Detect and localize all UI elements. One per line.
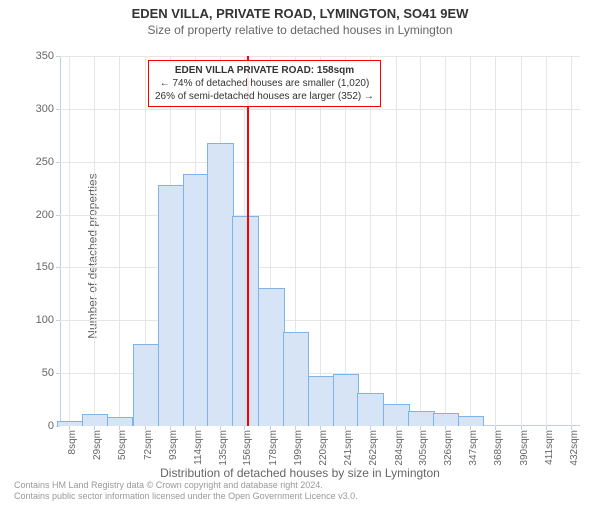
grid-line-v xyxy=(94,56,95,426)
annotation-line1: EDEN VILLA PRIVATE ROAD: 158sqm xyxy=(155,64,374,77)
chart-title: EDEN VILLA, PRIVATE ROAD, LYMINGTON, SO4… xyxy=(0,6,600,21)
histogram-bar xyxy=(458,416,484,427)
xtick-label: 368sqm xyxy=(493,430,504,466)
grid-line-v xyxy=(420,56,421,426)
grid-line-v xyxy=(521,56,522,426)
xtick-label: 135sqm xyxy=(218,430,229,466)
histogram-bar xyxy=(258,288,284,426)
grid-line-v xyxy=(396,56,397,426)
xtick-label: 114sqm xyxy=(193,430,204,465)
grid-line-v xyxy=(370,56,371,426)
xtick-label: 326sqm xyxy=(443,430,454,466)
ytick-label: 250 xyxy=(36,156,60,168)
xtick-label: 220sqm xyxy=(318,430,329,466)
xtick-label: 199sqm xyxy=(293,430,304,466)
grid-line-v xyxy=(495,56,496,426)
xtick-label: 390sqm xyxy=(519,430,530,466)
histogram-bar xyxy=(357,393,383,426)
grid-line-v xyxy=(345,56,346,426)
histogram-bar xyxy=(383,404,409,426)
ytick-label: 100 xyxy=(36,314,60,326)
xtick-label: 29sqm xyxy=(92,430,103,460)
annotation-line3: 26% of semi-detached houses are larger (… xyxy=(155,90,374,103)
grid-line-v xyxy=(470,56,471,426)
grid-line-v xyxy=(445,56,446,426)
chart-subtitle: Size of property relative to detached ho… xyxy=(0,23,600,37)
credits-line1: Contains HM Land Registry data © Crown c… xyxy=(14,480,358,491)
annotation-line2: ← 74% of detached houses are smaller (1,… xyxy=(155,77,374,90)
histogram-bar xyxy=(107,417,133,426)
histogram-bar xyxy=(207,143,233,426)
xtick-label: 284sqm xyxy=(394,430,405,466)
annotation-box: EDEN VILLA PRIVATE ROAD: 158sqm← 74% of … xyxy=(148,60,381,107)
histogram-bar xyxy=(232,216,258,426)
xtick-label: 241sqm xyxy=(343,430,354,466)
ytick-label: 300 xyxy=(36,103,60,115)
grid-line-v xyxy=(320,56,321,426)
histogram-bar xyxy=(408,411,434,426)
xtick-label: 50sqm xyxy=(117,430,128,460)
xtick-label: 347sqm xyxy=(468,430,479,466)
y-axis-line xyxy=(60,56,61,426)
grid-line-v xyxy=(119,56,120,426)
ytick-label: 200 xyxy=(36,209,60,221)
histogram-bar xyxy=(308,376,334,426)
xtick-label: 432sqm xyxy=(569,430,580,466)
histogram-bar xyxy=(82,414,108,426)
plot-area: 0501001502002503003508sqm29sqm50sqm72sqm… xyxy=(60,56,580,426)
credits-line2: Contains public sector information licen… xyxy=(14,491,358,502)
xtick-label: 178sqm xyxy=(268,430,279,466)
histogram-bar xyxy=(158,185,184,426)
xtick-label: 93sqm xyxy=(168,430,179,460)
xtick-label: 72sqm xyxy=(143,430,154,460)
xtick-label: 156sqm xyxy=(242,430,253,466)
xtick-label: 411sqm xyxy=(544,430,555,465)
marker-line xyxy=(247,56,249,426)
histogram-bar xyxy=(133,344,159,426)
grid-line-v xyxy=(571,56,572,426)
xtick-label: 262sqm xyxy=(368,430,379,466)
xtick-label: 8sqm xyxy=(67,430,78,454)
histogram-bar xyxy=(57,421,83,426)
grid-line-v xyxy=(546,56,547,426)
ytick-label: 150 xyxy=(36,261,60,273)
histogram-bar xyxy=(333,374,359,426)
xtick-label: 305sqm xyxy=(418,430,429,466)
ytick-label: 50 xyxy=(42,367,60,379)
x-axis-label: Distribution of detached houses by size … xyxy=(0,466,600,480)
histogram-bar xyxy=(183,174,209,426)
ytick-label: 350 xyxy=(36,50,60,62)
credits: Contains HM Land Registry data © Crown c… xyxy=(14,480,358,502)
grid-line-v xyxy=(69,56,70,426)
histogram-bar xyxy=(283,332,309,426)
histogram-bar xyxy=(433,413,459,426)
